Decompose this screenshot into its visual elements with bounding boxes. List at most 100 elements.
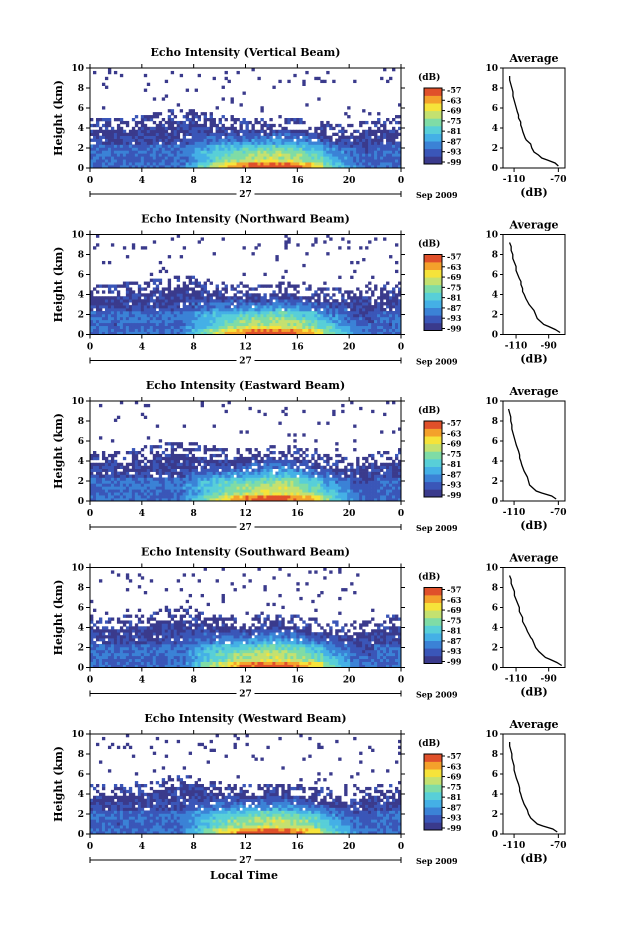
heatmap-cell	[371, 495, 375, 499]
heatmap-cell	[200, 325, 204, 329]
heatmap-cell	[377, 308, 381, 312]
heatmap-cell	[170, 325, 175, 329]
heatmap-cell	[206, 129, 210, 134]
heatmap-cell	[326, 141, 330, 145]
heatmap-cell	[290, 322, 294, 327]
heatmap-cell	[353, 489, 357, 493]
heatmap-cell	[344, 141, 348, 145]
heatmap-cell	[167, 316, 172, 321]
heatmap-cell	[245, 156, 249, 160]
heatmap-cell	[395, 159, 399, 163]
heatmap-cell	[332, 486, 336, 490]
heatmap-cell	[323, 147, 327, 151]
heatmap-cell	[152, 156, 157, 160]
heatmap-cell	[341, 331, 345, 335]
heatmap-cell	[137, 495, 142, 499]
heatmap-cell	[356, 138, 360, 142]
heatmap-cell	[281, 299, 285, 303]
heatmap-cell	[206, 486, 210, 490]
heatmap-cell	[101, 132, 106, 136]
heatmap-cell	[278, 79, 282, 84]
heatmap-cell	[302, 316, 306, 321]
heatmap-cell	[338, 165, 342, 169]
heatmap-cell	[203, 319, 207, 324]
heatmap-cell	[248, 135, 252, 139]
profile-y-tick-label: 2	[492, 144, 498, 154]
heatmap-cell	[239, 319, 243, 324]
heatmap-cell	[374, 284, 378, 288]
heatmap-cell	[317, 471, 321, 475]
heatmap-cell	[317, 165, 321, 169]
heatmap-cell	[254, 165, 258, 169]
heatmap-cell	[179, 480, 184, 484]
heatmap-cell	[302, 141, 306, 145]
heatmap-cell	[305, 483, 309, 487]
heatmap-cell	[90, 147, 94, 151]
heatmap-cell	[368, 477, 372, 481]
heatmap-cell	[305, 153, 309, 157]
heatmap-cell	[233, 456, 237, 461]
heatmap-cell	[245, 141, 249, 145]
heatmap-cell	[179, 147, 184, 151]
heatmap-cell	[254, 296, 258, 300]
heatmap-cell	[272, 322, 276, 327]
heatmap-cell	[356, 302, 360, 306]
heatmap-cell	[275, 305, 279, 309]
heatmap-cell	[380, 296, 384, 300]
heatmap-cell	[350, 477, 354, 481]
x-tick-label: 20	[343, 176, 356, 186]
heatmap-cell	[110, 147, 115, 151]
heatmap-cell	[236, 70, 240, 75]
heatmap-cell	[290, 296, 294, 300]
heatmap-cell	[344, 135, 348, 139]
heatmap-cell	[182, 138, 187, 142]
heatmap-cell	[161, 477, 166, 481]
heatmap-cell	[395, 322, 399, 327]
heatmap-cell	[389, 147, 393, 151]
heatmap-cell	[203, 123, 207, 128]
date-label-bg	[236, 354, 255, 365]
heatmap-cell	[92, 492, 97, 496]
heatmap-cell	[134, 153, 139, 157]
heatmap-cell	[248, 406, 252, 411]
heatmap-cell	[224, 150, 228, 154]
heatmap-cell	[323, 465, 327, 469]
heatmap-cell	[266, 308, 270, 312]
heatmap-cell	[314, 147, 318, 151]
heatmap-cell	[215, 453, 219, 458]
heatmap-cell	[284, 492, 288, 496]
heatmap-cell	[113, 302, 118, 306]
heatmap-cell	[287, 302, 291, 306]
heatmap-cell	[335, 477, 339, 481]
heatmap-cell	[191, 135, 196, 139]
heatmap-cell	[113, 284, 118, 288]
heatmap-cell	[392, 156, 396, 160]
heatmap-cell	[305, 70, 309, 75]
heatmap-cell	[119, 477, 124, 481]
heatmap-cell	[128, 316, 133, 321]
heatmap-cell	[104, 486, 109, 490]
heatmap-cell	[359, 492, 363, 496]
heatmap-cell	[155, 316, 160, 321]
heatmap-cell	[380, 474, 384, 478]
heatmap-cell	[179, 109, 184, 113]
heatmap-cell	[260, 331, 264, 335]
heatmap-cell	[287, 325, 291, 329]
heatmap-cell	[269, 486, 273, 490]
heatmap-cell	[239, 331, 243, 335]
heatmap-cell	[134, 120, 139, 125]
heatmap-cell	[257, 319, 261, 324]
heatmap-cell	[206, 150, 210, 154]
heatmap-cell	[263, 319, 267, 324]
heatmap-cell	[233, 483, 237, 487]
heatmap-cell	[383, 287, 387, 291]
heatmap-cell	[119, 492, 124, 496]
heatmap-cell	[200, 147, 204, 151]
heatmap-cell	[386, 138, 390, 142]
heatmap-cell	[326, 325, 330, 329]
heatmap-cell	[281, 328, 285, 332]
heatmap-cell	[209, 129, 213, 134]
heatmap-cell	[230, 132, 234, 136]
heatmap-cell	[308, 331, 312, 335]
heatmap-cell	[155, 325, 160, 329]
